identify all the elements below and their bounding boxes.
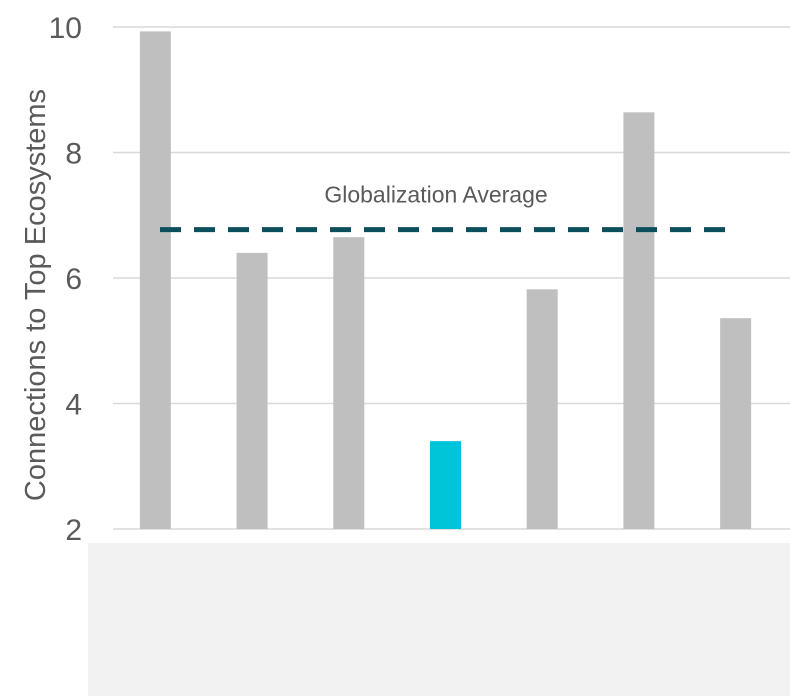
category-label-panel [88, 543, 790, 696]
bar [237, 253, 268, 529]
y-axis-ticks: 2 4 6 8 10 [49, 12, 82, 547]
bar-highlighted [430, 441, 461, 529]
y-tick-label: 8 [65, 138, 82, 171]
bar [333, 237, 364, 529]
bars [140, 31, 751, 529]
y-tick-label: 2 [65, 514, 82, 547]
bar [623, 112, 654, 529]
reference-line-label: Globalization Average [324, 182, 547, 208]
bar [527, 289, 558, 529]
y-tick-label: 10 [49, 12, 82, 45]
bar [140, 31, 171, 529]
y-tick-label: 4 [65, 389, 82, 422]
bar [720, 318, 751, 529]
y-axis-title: Connections to Top Ecosystems [20, 89, 52, 501]
y-tick-label: 6 [65, 263, 82, 296]
